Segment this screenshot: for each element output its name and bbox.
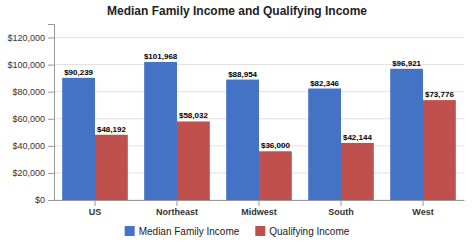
y-tick: $80,000: [12, 87, 54, 97]
y-tick-label: $20,000: [12, 168, 45, 178]
bar: [341, 143, 374, 200]
data-label: $101,968: [144, 52, 178, 61]
bar: [144, 62, 177, 200]
chart: Median Family Income and Qualifying Inco…: [0, 0, 474, 242]
y-tick-label: $120,000: [7, 33, 45, 43]
x-tick: South: [328, 200, 354, 217]
y-tick-label: $0: [35, 195, 45, 205]
legend-label: Qualifying Income: [269, 226, 349, 237]
bar: [259, 151, 292, 200]
data-label: $82,346: [310, 79, 339, 88]
x-tick: Northeast: [156, 200, 198, 217]
bars: [62, 62, 456, 200]
bar: [177, 121, 210, 200]
y-tick-label: $60,000: [12, 114, 45, 124]
x-tick-label: US: [89, 207, 102, 217]
data-label: $88,954: [228, 70, 257, 79]
x-tick-mark: [177, 200, 178, 206]
y-tick-label: $80,000: [12, 87, 45, 97]
y-tick: $100,000: [7, 60, 54, 70]
legend-swatch: [125, 226, 135, 236]
x-tick-label: Midwest: [241, 207, 277, 217]
x-tick: West: [412, 200, 433, 217]
y-tick-mark: [48, 200, 54, 201]
y-tick-label: $100,000: [7, 60, 45, 70]
bar: [62, 78, 95, 200]
y-tick-mark: [48, 173, 54, 174]
bar-series: [62, 62, 423, 200]
data-label: $48,192: [97, 125, 126, 134]
y-tick-label: $40,000: [12, 141, 45, 151]
bar: [423, 100, 456, 200]
bar: [95, 135, 128, 200]
bar: [226, 80, 259, 200]
grid-line: [54, 37, 464, 38]
x-tick-label: Northeast: [156, 207, 198, 217]
legend-label: Median Family Income: [139, 226, 240, 237]
y-tick-mark: [48, 119, 54, 120]
x-axis: US Northeast Midwest South West: [55, 200, 465, 217]
x-tick-mark: [259, 200, 260, 206]
legend-swatch: [255, 226, 265, 236]
y-axis: $0 $20,000 $40,000 $60,000 $80,000 $100,000 $1…: [7, 25, 54, 206]
x-tick: US: [89, 200, 102, 217]
y-tick-mark: [48, 146, 54, 147]
x-tick-mark: [95, 200, 96, 206]
title: Median Family Income and Qualifying Inco…: [107, 4, 367, 18]
x-tick-mark: [423, 200, 424, 206]
x-tick-mark: [341, 200, 342, 206]
data-label: $36,000: [261, 141, 290, 150]
y-tick-mark: [48, 92, 54, 93]
bar-series: [95, 100, 456, 200]
plot: $0 $20,000 $40,000 $60,000 $80,000 $100,000 $1…: [7, 25, 464, 218]
bar: [308, 89, 341, 200]
bar: [390, 69, 423, 200]
x-tick: Midwest: [241, 200, 277, 217]
data-label: $90,239: [64, 68, 93, 77]
data-label: $58,032: [179, 111, 208, 120]
y-tick: $20,000: [12, 168, 54, 178]
data-label: $42,144: [343, 133, 372, 142]
x-tick-label: South: [328, 207, 354, 217]
y-axis-line: [48, 25, 55, 201]
y-tick: $60,000: [12, 114, 54, 124]
y-tick: $40,000: [12, 141, 54, 151]
y-tick: $0: [35, 195, 54, 205]
y-tick-mark: [48, 65, 54, 66]
data-label: $73,776: [425, 90, 454, 99]
legend-item: Qualifying Income: [255, 226, 349, 237]
x-tick-label: West: [412, 207, 433, 217]
y-tick: $120,000: [7, 33, 54, 43]
data-label: $96,921: [392, 59, 421, 68]
y-tick-mark: [48, 38, 54, 39]
data-labels: $90,239 $101,968 $88,954 $82,346 $96,921 $48,…: [64, 52, 454, 150]
legend: Median Family Income Qualifying Income: [125, 226, 350, 237]
legend-item: Median Family Income: [125, 226, 240, 237]
grid: [54, 38, 464, 200]
